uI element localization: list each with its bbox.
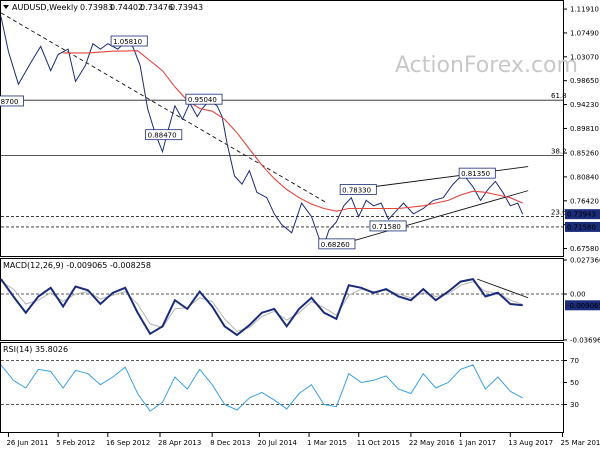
rsi-tick-label: 70 [570, 357, 579, 365]
rsi-layer: 70 50 30 [0, 357, 579, 412]
price-tick-label: 1.03070 [570, 53, 599, 61]
watermark: ActionForex.com [395, 53, 578, 78]
annotation-box [0, 95, 24, 107]
ohlc-low: 0.73476 [140, 3, 173, 12]
x-tick-label: 28 Apr 2013 [158, 439, 201, 447]
support-badge-bg [565, 221, 600, 232]
annotation-label: 0.8700 [0, 98, 18, 106]
price-tick-label: 0.80840 [570, 173, 599, 181]
price-tick-label: 0.89810 [570, 125, 599, 133]
annotation-box [110, 35, 148, 47]
annotation-box [318, 238, 356, 250]
price-tick-label: 1.07490 [570, 29, 599, 37]
price-title: AUDUSD,Weekly [12, 3, 78, 12]
x-tick-label: 13 Aug 2017 [508, 439, 553, 447]
macd-current-badge: -0.009065 [567, 302, 600, 310]
rsi-title: RSI(14) 35.8026 [3, 345, 68, 354]
fib-level-label: 61.8 [551, 92, 567, 100]
ohlc-high: 0.74402 [110, 3, 143, 12]
x-tick-label: 1 Jan 2017 [459, 439, 497, 447]
price-header: AUDUSD,Weekly 0.73983 0.74402 0.73476 0.… [3, 3, 203, 12]
price-layer: 1.11910 1.07490 1.03070 0.98650 0.94230 0.898… [0, 6, 600, 253]
fib-level-label: 23.6 [551, 209, 567, 217]
series-price [0, 16, 524, 246]
macd-current-badge-bg [565, 300, 600, 311]
annotation-box [369, 220, 407, 232]
annotation-box [145, 129, 183, 141]
x-tick-label: 16 Sep 2012 [106, 439, 150, 447]
annotation-box [339, 184, 377, 195]
x-tick-label: 8 Dec 2013 [210, 439, 250, 447]
annotation-label: 0.95040 [188, 96, 217, 104]
rsi-tick-label: 30 [570, 401, 579, 409]
trendline-channel-top [347, 166, 529, 191]
x-tick-label: 5 Feb 2012 [56, 439, 95, 447]
macd-series-macd [0, 277, 523, 337]
rsi-series [0, 364, 523, 412]
price-tick-label: 0.67580 [570, 245, 599, 253]
macd-tick-label: 0.00 [570, 291, 586, 299]
x-tick-label: 25 Mar 2018 [560, 439, 600, 447]
current-price-badge: 0.73943 [567, 211, 596, 219]
price-tick-label: 0.94230 [570, 101, 599, 109]
macd-panel [0, 258, 564, 341]
x-tick-label: 1 Mar 2015 [307, 439, 347, 447]
annotation-label: 0.71580 [372, 223, 401, 231]
macd-layer: 0.027366 0.00 -0.036968 -0.009065 [0, 257, 600, 344]
current-price-badge-bg [565, 209, 600, 220]
macd-trendline [477, 278, 529, 299]
macd-tick-label: -0.036968 [570, 336, 600, 344]
annotation-box [458, 167, 496, 179]
annotation-label: 0.88470 [148, 132, 177, 140]
price-tick-label: 0.85260 [570, 150, 599, 158]
annotation-box [185, 93, 223, 105]
rsi-panel [0, 342, 564, 433]
price-tick-label: 0.98650 [570, 77, 599, 85]
fib-level-label: 38.2 [551, 148, 567, 156]
price-panel [0, 0, 564, 257]
ohlc-open: 0.73983 [80, 3, 113, 12]
ohlc-close: 0.73943 [170, 3, 203, 12]
x-tick-label: 20 Jul 2014 [257, 439, 297, 447]
price-tick-label: 0.76420 [570, 197, 599, 205]
support-badge: 0.71580 [567, 223, 596, 231]
annotation-label: 1.05810 [113, 38, 142, 46]
x-axis: 26 Jun 2011 5 Feb 2012 16 Sep 2012 28 Apr 2… [6, 433, 600, 447]
trendline-channel-bottom [334, 190, 529, 247]
series-sma [63, 50, 523, 212]
x-tick-label: 22 May 2016 [409, 439, 455, 447]
price-tick-label: 1.11910 [570, 6, 599, 14]
annotation-label: 0.78330 [342, 186, 371, 194]
rsi-tick-label: 50 [570, 379, 579, 387]
x-tick-label: 26 Jun 2011 [6, 439, 48, 447]
x-tick-label: 11 Oct 2015 [357, 439, 400, 447]
macd-title: MACD(12,26,9) -0.009065 -0.008258 [3, 261, 151, 270]
annotation-label: 0.68260 [321, 241, 350, 249]
dropdown-arrow-icon [3, 5, 9, 9]
annotation-label: 0.81350 [461, 170, 490, 178]
macd-tick-label: 0.027366 [570, 257, 600, 265]
